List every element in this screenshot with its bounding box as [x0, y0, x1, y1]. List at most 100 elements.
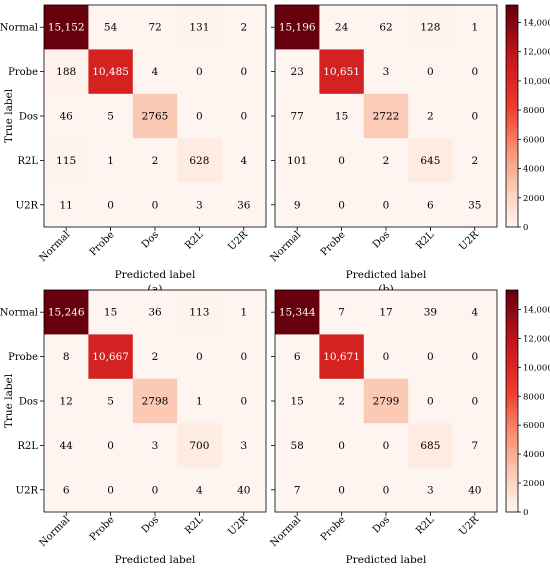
y-tick-label: Probe	[8, 67, 38, 78]
matrix-cell	[88, 93, 134, 139]
cell-value-label: 128	[420, 22, 440, 34]
colorbar-segment	[506, 509, 518, 513]
cell-value-label: 5	[107, 111, 114, 123]
cell-value-label: 0	[107, 199, 114, 211]
colorbar-segment	[506, 470, 518, 474]
cell-value-label: 4	[152, 66, 159, 78]
matrix-cell	[132, 182, 178, 228]
colorbar-segment	[506, 160, 518, 164]
y-axis-label: True label	[3, 373, 15, 428]
colorbar-segment	[506, 398, 518, 402]
colorbar-segment	[506, 298, 518, 302]
colorbar-segment	[506, 353, 518, 358]
cell-value-label: 15,344	[279, 307, 316, 319]
matrix-cell	[275, 423, 320, 469]
x-tick-label: Normal	[269, 229, 304, 264]
x-tick-label: Probe	[319, 229, 348, 258]
x-tick-label: Probe	[88, 229, 117, 258]
colorbar-segment	[506, 218, 518, 223]
colorbar-segment	[506, 351, 518, 355]
matrix-cell	[275, 334, 320, 380]
cell-value-label: 4	[240, 155, 247, 167]
colorbar-segment	[506, 27, 518, 31]
colorbar-segment	[506, 43, 518, 48]
cell-value-label: 36	[148, 307, 162, 319]
colorbar-segment	[506, 13, 518, 17]
colorbar-segment	[506, 224, 518, 228]
colorbar-segment	[506, 132, 518, 137]
x-tick-label: Normal	[269, 514, 304, 549]
colorbar-segment	[506, 116, 518, 120]
matrix-cell	[44, 93, 89, 139]
colorbar-segment	[506, 481, 518, 485]
colorbar-segment	[506, 18, 518, 23]
colorbar-tick-label: 12,000	[523, 334, 550, 344]
matrix-cell	[88, 423, 134, 469]
cell-value-label: 6	[427, 199, 434, 211]
matrix-cell	[363, 378, 409, 424]
cell-value-label: 3	[427, 484, 434, 496]
x-tick-label: R2L	[183, 229, 206, 252]
colorbar-segment	[506, 121, 518, 125]
matrix-cell	[132, 138, 178, 184]
colorbar-segment	[506, 384, 518, 388]
matrix-cell	[319, 93, 365, 139]
matrix-cell	[132, 49, 178, 95]
cell-value-label: 685	[420, 440, 440, 452]
colorbar-segment	[506, 378, 518, 383]
matrix-cell	[408, 93, 454, 139]
cell-value-label: 0	[383, 484, 390, 496]
colorbar-segment	[506, 412, 518, 416]
cell-value-label: 1	[471, 22, 478, 34]
x-tick-label: U2R	[457, 229, 481, 253]
colorbar-segment	[506, 428, 518, 433]
y-tick-label: R2L	[17, 156, 38, 167]
colorbar-segment	[506, 381, 518, 385]
colorbar-tick-label: 0	[523, 223, 528, 233]
cell-value-label: 2798	[142, 396, 169, 408]
colorbar-segment	[506, 439, 518, 444]
colorbar-segment	[506, 456, 518, 460]
cell-value-label: 40	[237, 484, 250, 496]
matrix-cell	[177, 334, 223, 380]
matrix-cell	[363, 467, 409, 513]
colorbar-segment	[506, 334, 518, 338]
cell-value-label: 1	[107, 155, 114, 167]
colorbar-segment	[506, 157, 518, 161]
colorbar-tick-label: 2000	[523, 479, 545, 489]
matrix-cell	[88, 138, 134, 184]
colorbar-segment	[506, 500, 518, 505]
colorbar-segment	[506, 199, 518, 203]
colorbar-segment	[506, 41, 518, 45]
y-tick-label: U2R	[16, 200, 39, 211]
colorbar-segment	[506, 168, 518, 173]
cell-value-label: 0	[107, 484, 114, 496]
colorbar-segment	[506, 473, 518, 477]
cell-value-label: 35	[468, 199, 481, 211]
cell-value-label: 9	[294, 199, 301, 211]
x-tick-label: Probe	[319, 514, 348, 543]
x-tick-label: R2L	[414, 514, 437, 537]
cell-value-label: 17	[379, 307, 392, 319]
cell-value-label: 2	[240, 22, 247, 34]
colorbar-segment	[506, 406, 518, 410]
cell-value-label: 3	[152, 440, 159, 452]
confusion-matrix-c: 15,246 15 36 113 18 10,667 2 0 012 5 2798 1 044 0 3 700…	[0, 289, 267, 566]
colorbar-tick-label: 14,000	[523, 18, 550, 28]
cell-value-label: 3	[383, 66, 390, 78]
x-tick-label: Dos	[140, 514, 161, 535]
matrix-cell	[452, 182, 498, 228]
colorbar-segment	[506, 425, 518, 430]
colorbar-segment	[506, 484, 518, 488]
colorbar-segment	[506, 370, 518, 374]
cell-value-label: 2	[471, 155, 478, 167]
matrix-cell	[221, 334, 267, 380]
y-tick-label: Normal	[0, 23, 38, 34]
cell-value-label: 15,196	[279, 22, 316, 34]
colorbar-segment	[506, 492, 518, 496]
colorbar-segment	[506, 165, 518, 170]
cell-value-label: 1	[240, 307, 247, 319]
colorbar-segment	[506, 392, 518, 397]
matrix-cell	[88, 378, 134, 424]
colorbar-segment	[506, 328, 518, 333]
